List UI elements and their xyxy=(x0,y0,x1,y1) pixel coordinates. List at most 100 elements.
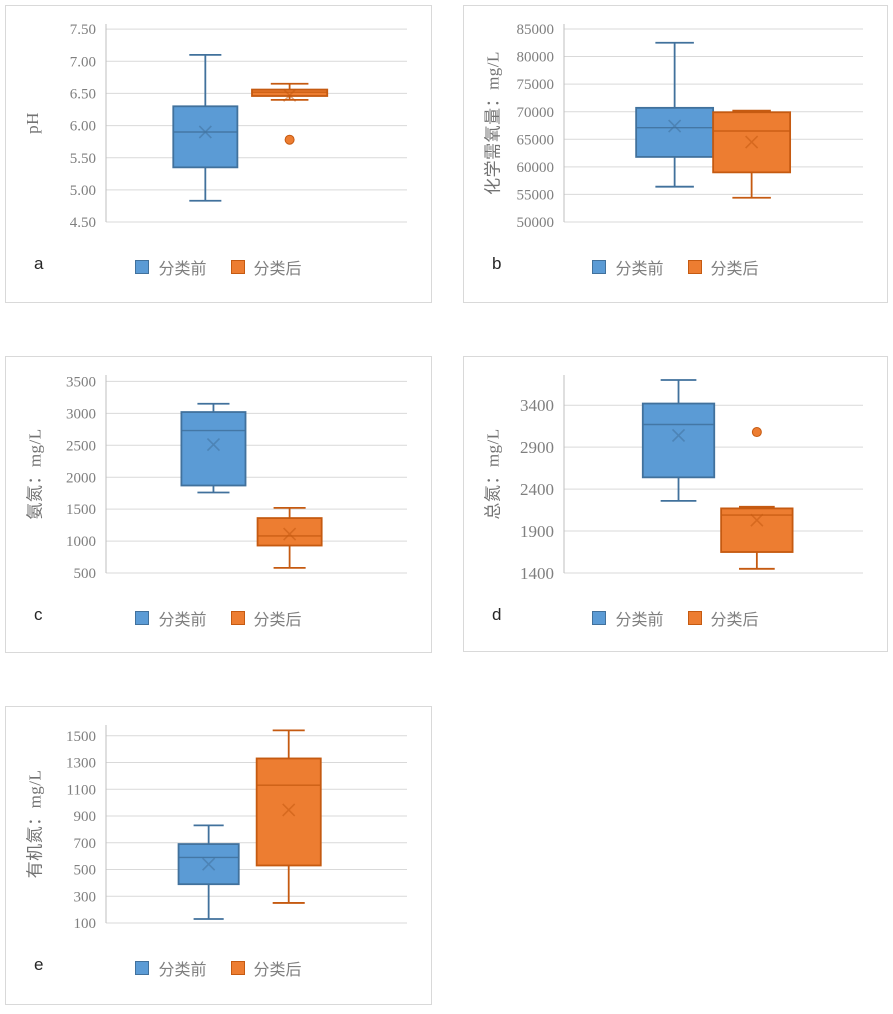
outlier-point xyxy=(284,134,295,145)
y-tick-label: 2400 xyxy=(520,480,554,499)
mean-x-marker xyxy=(283,88,297,102)
panel-footer: c 分类前 分类后 xyxy=(6,597,431,639)
y-axis-title: 化学需氧量：mg/L xyxy=(483,51,503,195)
chart-panel-c: 3500 3000 2500 2000 1500 1000 500 氨氮：mg/L c 分类… xyxy=(5,356,432,653)
y-tick-label: 3000 xyxy=(66,406,96,422)
y-tick-label: 2500 xyxy=(66,438,96,454)
legend: 分类前 分类后 xyxy=(6,947,431,989)
y-tick-label: 1400 xyxy=(520,564,554,583)
y-tick-label: 2900 xyxy=(520,438,554,457)
y-tick-label: 75000 xyxy=(517,77,555,93)
box-blue xyxy=(635,106,715,158)
y-tick-label: 60000 xyxy=(517,160,555,176)
panel-letter: b xyxy=(492,254,502,273)
legend-swatch-blue-icon xyxy=(592,260,607,274)
y-tick-label: 500 xyxy=(74,863,97,879)
box-blue xyxy=(180,411,247,487)
legend-label: 分类后 xyxy=(253,612,302,629)
box-blue xyxy=(172,105,239,169)
legend: 分类前 分类后 xyxy=(6,597,431,639)
y-tick-label: 80000 xyxy=(517,50,555,66)
legend-item: 分类前 xyxy=(592,606,664,630)
mean-x-marker xyxy=(283,527,297,541)
legend-label: 分类后 xyxy=(710,261,759,278)
legend-label: 分类前 xyxy=(158,962,207,979)
legend-label: 分类前 xyxy=(615,612,664,629)
legend-label: 分类前 xyxy=(158,612,207,629)
y-tick-label: 1900 xyxy=(520,522,554,541)
outlier-point xyxy=(751,427,762,438)
legend-swatch-orange-icon xyxy=(687,611,702,625)
panel-letter: e xyxy=(34,955,44,974)
y-tick-label: 500 xyxy=(74,566,97,582)
panel-footer: e 分类前 分类后 xyxy=(6,947,431,989)
box-orange xyxy=(255,757,322,867)
legend-item: 分类前 xyxy=(135,606,207,630)
y-tick-label: 55000 xyxy=(517,188,555,204)
legend-item: 分类后 xyxy=(230,956,302,980)
mean-x-marker xyxy=(198,125,212,139)
panel-letter: c xyxy=(34,605,43,624)
legend-swatch-blue-icon xyxy=(135,961,150,975)
legend-swatch-orange-icon xyxy=(230,611,245,625)
chart-panel-a: 7.50 7.00 6.50 6.00 5.50 5.00 4.50 pH a 分类前 分类后 xyxy=(5,5,432,303)
y-tick-label: 2000 xyxy=(66,470,96,486)
y-tick-label: 1100 xyxy=(67,782,96,798)
mean-x-marker xyxy=(668,119,682,133)
mean-x-marker xyxy=(282,803,296,817)
y-tick-label: 3400 xyxy=(520,396,554,415)
box-orange xyxy=(256,517,323,547)
legend-label: 分类前 xyxy=(615,261,664,278)
y-tick-label: 7.00 xyxy=(70,54,96,70)
legend-swatch-blue-icon xyxy=(592,611,607,625)
boxplot-e: 1500 1300 1100 900 700 500 300 100 xyxy=(66,725,407,932)
boxplot-d: 3400 2900 2400 1900 1400 xyxy=(520,375,863,583)
mean-x-marker xyxy=(202,857,216,871)
y-tick-label: 7.50 xyxy=(70,22,96,38)
y-tick-label: 6.50 xyxy=(70,87,96,103)
legend-item: 分类前 xyxy=(592,255,664,279)
panel-footer: a 分类前 分类后 xyxy=(6,246,431,288)
legend-item: 分类前 xyxy=(135,956,207,980)
legend-label: 分类后 xyxy=(253,962,302,979)
legend: 分类前 分类后 xyxy=(464,597,887,639)
box-blue xyxy=(641,402,716,479)
y-axis-title: 有机氮：mg/L xyxy=(25,769,45,879)
y-tick-label: 1500 xyxy=(66,729,96,745)
mean-x-marker xyxy=(206,438,221,452)
legend-swatch-orange-icon xyxy=(230,260,245,274)
chart-panel-e: 1500 1300 1100 900 700 500 300 100 有机氮：mg/L e 分… xyxy=(5,706,432,1005)
boxplot-a: 7.50 7.00 6.50 6.00 5.50 5.00 4.50 xyxy=(70,22,407,231)
y-tick-label: 900 xyxy=(74,809,97,825)
legend-item: 分类后 xyxy=(230,255,302,279)
y-tick-label: 1500 xyxy=(66,502,96,518)
boxplot-c: 3500 3000 2500 2000 1500 1000 500 xyxy=(66,374,407,582)
y-tick-label: 1000 xyxy=(66,534,96,550)
legend-label: 分类后 xyxy=(710,612,759,629)
mean-x-marker xyxy=(745,135,759,149)
mean-x-marker xyxy=(750,513,764,527)
panel-letter: a xyxy=(34,254,44,273)
y-tick-label: 700 xyxy=(74,836,97,852)
legend: 分类前 分类后 xyxy=(464,246,887,288)
legend-swatch-blue-icon xyxy=(135,260,150,274)
y-axis-title: 氨氮：mg/L xyxy=(25,428,45,520)
y-tick-label: 85000 xyxy=(517,22,555,38)
y-tick-label: 65000 xyxy=(517,132,555,148)
y-tick-label: 5.00 xyxy=(70,183,96,199)
y-axis-title: pH xyxy=(23,112,42,134)
legend-item: 分类后 xyxy=(687,606,759,630)
y-tick-label: 70000 xyxy=(517,105,555,121)
legend-item: 分类后 xyxy=(230,606,302,630)
y-tick-label: 50000 xyxy=(517,215,555,231)
legend-item: 分类后 xyxy=(687,255,759,279)
y-tick-label: 3500 xyxy=(66,374,96,390)
y-tick-label: 100 xyxy=(74,916,97,932)
panel-footer: b 分类前 分类后 xyxy=(464,246,887,288)
legend-swatch-blue-icon xyxy=(135,611,150,625)
mean-x-marker xyxy=(671,428,686,442)
legend-swatch-orange-icon xyxy=(230,961,245,975)
y-tick-label: 1300 xyxy=(66,756,96,772)
y-tick-label: 5.50 xyxy=(70,151,96,167)
